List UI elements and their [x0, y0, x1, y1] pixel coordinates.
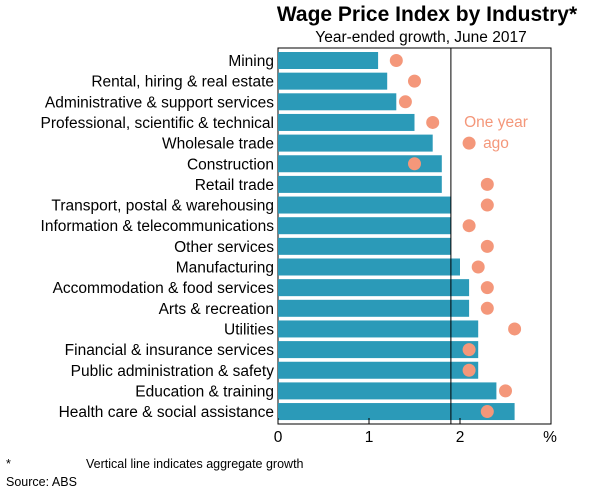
one-year-ago-dot	[480, 198, 494, 212]
bar	[278, 134, 433, 152]
bar	[278, 155, 442, 173]
category-label: Manufacturing	[176, 260, 274, 277]
bar	[278, 113, 415, 131]
bar	[278, 72, 388, 90]
category-label: Retail trade	[195, 177, 274, 194]
one-year-ago-series	[389, 54, 522, 419]
category-label: Mining	[228, 53, 274, 70]
category-label: Education & training	[135, 383, 274, 400]
bar	[278, 196, 451, 214]
bar	[278, 93, 397, 111]
category-label: Public administration & safety	[71, 363, 275, 380]
bar	[278, 52, 379, 69]
one-year-ago-dot	[426, 115, 440, 129]
source-note: Source: ABS	[6, 475, 77, 489]
x-tick-label: 0	[274, 429, 283, 446]
category-label: Other services	[174, 239, 274, 256]
bar	[278, 341, 479, 359]
category-label: Health care & social assistance	[59, 404, 274, 421]
category-label: Accommodation & food services	[53, 280, 275, 297]
bar	[278, 361, 479, 379]
chart-subtitle: Year-ended growth, June 2017	[315, 29, 526, 46]
annotation-line-1: One year	[464, 114, 528, 131]
one-year-ago-dot	[462, 343, 476, 357]
category-label: Transport, postal & warehousing	[51, 198, 274, 215]
plot-frame	[277, 47, 552, 425]
one-year-ago-dot	[398, 95, 412, 109]
one-year-ago-dot	[471, 260, 485, 274]
category-label: Administrative & support services	[45, 94, 274, 111]
category-label: Utilities	[224, 321, 274, 338]
category-label: Rental, hiring & real estate	[91, 74, 274, 91]
bar	[278, 237, 451, 255]
one-year-ago-dot	[508, 322, 522, 336]
category-label: Wholesale trade	[162, 136, 274, 153]
bar-series	[278, 52, 515, 421]
category-label: Financial & insurance services	[65, 342, 275, 359]
source-label: Source:	[6, 475, 50, 489]
bar	[278, 279, 470, 297]
bar	[278, 299, 470, 317]
footnote-marker: *	[6, 457, 11, 471]
category-labels: Mining Rental, hiring & real estate Admini…	[41, 53, 275, 421]
x-tick-label: 1	[365, 429, 374, 446]
x-tick-label: 2	[456, 429, 465, 446]
bar	[278, 382, 497, 400]
category-label: Information & telecommunications	[41, 218, 275, 235]
one-year-ago-dot	[462, 136, 476, 150]
one-year-ago-dot	[462, 363, 476, 377]
chart-title: Wage Price Index by Industry*	[277, 3, 578, 26]
source-text: ABS	[51, 475, 77, 489]
x-axis: 0 1 2%	[274, 418, 557, 446]
category-label: Construction	[187, 156, 274, 173]
one-year-ago-dot	[408, 74, 421, 88]
footnote: * Vertical line indicates aggregate growt…	[6, 457, 304, 471]
bar	[278, 175, 442, 193]
one-year-ago-dot	[480, 301, 494, 315]
one-year-ago-dot	[462, 219, 476, 233]
bar	[278, 258, 460, 276]
one-year-ago-dot	[480, 405, 494, 419]
one-year-ago-dot	[499, 384, 512, 398]
one-year-ago-dot	[408, 157, 421, 171]
bar	[278, 403, 515, 421]
one-year-ago-dot	[480, 281, 494, 295]
one-year-ago-dot	[480, 177, 494, 191]
bar	[278, 217, 451, 235]
one-year-ago-dot	[389, 54, 403, 67]
annotation-line-2: ago	[483, 135, 509, 152]
category-label: Professional, scientific & technical	[41, 115, 274, 132]
footnote-text: Vertical line indicates aggregate growth	[86, 457, 304, 471]
x-unit-label: %	[543, 429, 557, 446]
category-label: Arts & recreation	[159, 301, 274, 318]
one-year-ago-dot	[480, 239, 494, 253]
bar	[278, 320, 479, 338]
